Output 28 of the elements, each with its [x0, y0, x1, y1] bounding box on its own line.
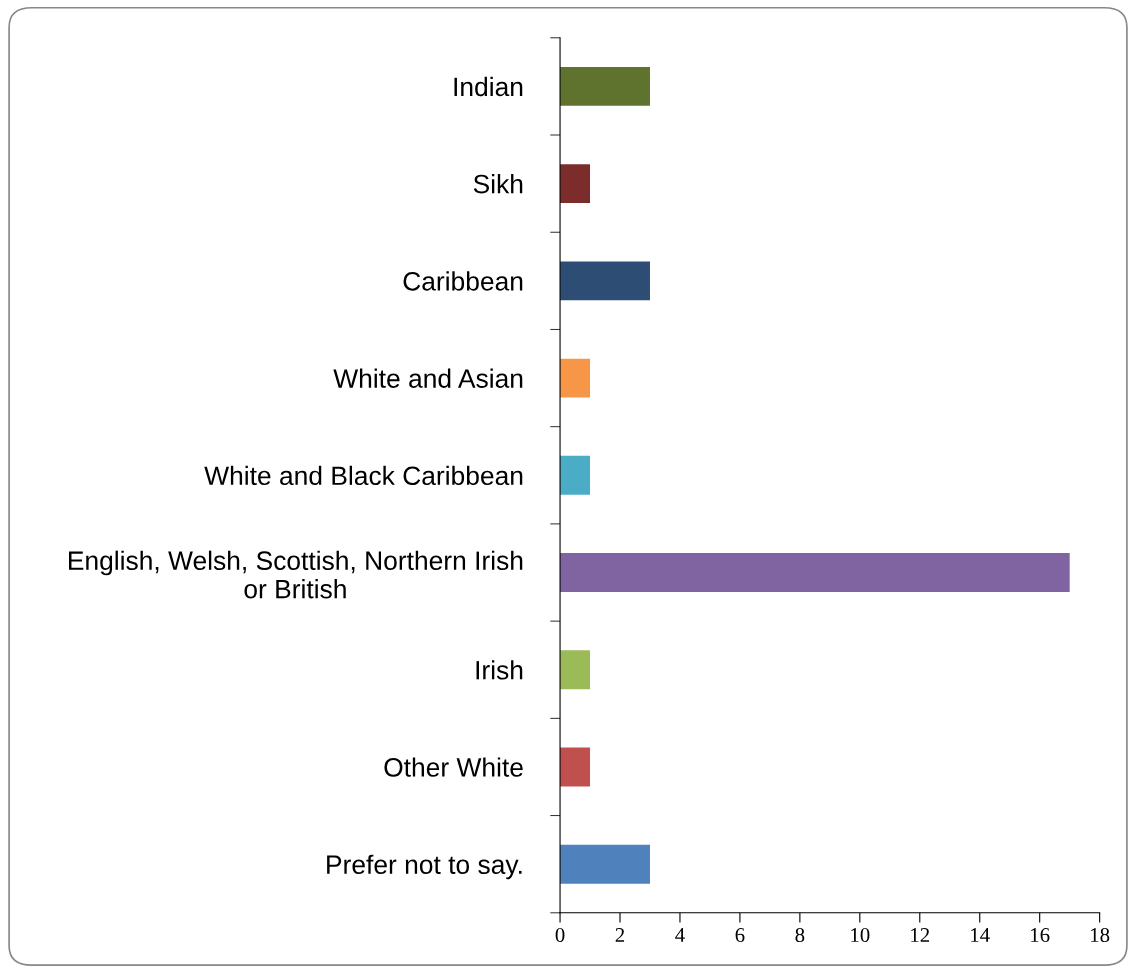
- x-tick-label: 16: [1031, 928, 1050, 943]
- y-tick-label: Caribbean: [403, 271, 523, 291]
- y-tick-label: Sikh: [473, 174, 523, 194]
- bar: [560, 66, 650, 106]
- x-tick-label: 10: [851, 927, 870, 943]
- y-tick-label: White and Black Caribbean: [204, 465, 523, 486]
- y-tick-label: White and Asian: [333, 368, 523, 388]
- bar: [560, 261, 650, 301]
- bar: [560, 844, 650, 884]
- y-tick-label: English, Welsh, Scottish, Northern Irish or British: [69, 550, 523, 599]
- x-tick-label: 14: [971, 928, 990, 942]
- x-tick-label: 12: [911, 928, 930, 942]
- x-tick-label: 6: [735, 928, 745, 943]
- x-tick-label: 8: [795, 927, 805, 943]
- bar: [560, 553, 1070, 592]
- x-tick-label: 18: [1091, 927, 1110, 943]
- x-tick-label: 0: [555, 927, 565, 943]
- bar: [560, 358, 591, 398]
- y-tick-label: Indian: [454, 76, 523, 97]
- bar: [560, 747, 591, 787]
- y-tick-label: Irish: [476, 660, 523, 680]
- y-tick-label: Other White: [384, 757, 523, 777]
- x-tick-label: 4: [675, 928, 685, 942]
- bar: [560, 164, 591, 204]
- x-tick-label: 2: [615, 928, 625, 942]
- bar: [560, 455, 591, 495]
- bar: [560, 650, 591, 690]
- y-tick-label: Prefer not to say.: [327, 854, 522, 880]
